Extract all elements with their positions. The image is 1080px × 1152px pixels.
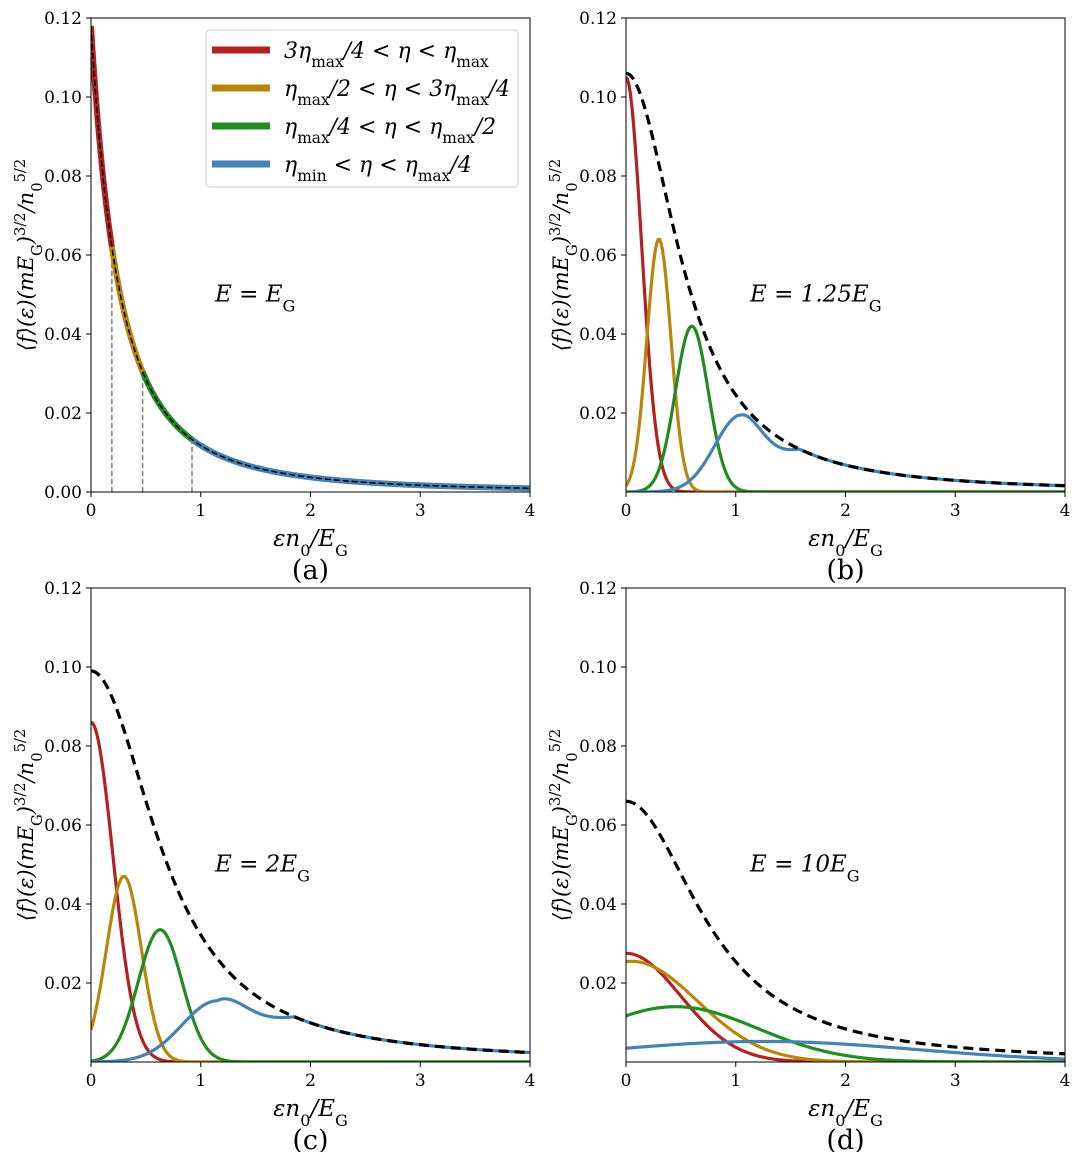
y-axis-label: ⟨f⟩(ε)(mEG)3/2/n05/2: [12, 729, 46, 921]
panel-label: (b): [826, 555, 864, 586]
panel-b: 0 1 2 3 4 0.02 0.04 0.06 0.08 0.10 0.12 εn0/EG ⟨f⟩(ε…: [547, 9, 1071, 586]
plot-area: [626, 799, 1065, 1062]
y-tick-label: 0.04: [44, 895, 82, 915]
panel-d: 0 1 2 3 4 0.02 0.04 0.06 0.08 0.10 0.12 εn0/EG ⟨f⟩(ε…: [547, 579, 1071, 1152]
y-tick-label: 0.12: [44, 9, 82, 29]
energy-annotation: E = 2EG: [214, 852, 310, 886]
y-tick-label: 0.12: [44, 579, 82, 599]
series-line-2: [626, 238, 1065, 492]
total-curve: [91, 669, 530, 1055]
legend-label: 3ηmax/4 < η < ηmax: [284, 39, 489, 71]
series-line-1: [91, 720, 530, 1062]
x-tick-label: 1: [195, 1071, 206, 1091]
x-tick-label: 3: [415, 1071, 426, 1091]
x-tick-label: 1: [730, 1071, 741, 1091]
x-tick-label: 0: [86, 501, 97, 521]
panel-c: 0 1 2 3 4 0.02 0.04 0.06 0.08 0.10 0.12 εn0/EG ⟨f⟩(ε…: [12, 579, 536, 1152]
panel-label: (d): [826, 1125, 864, 1152]
y-tick-label: 0.08: [579, 167, 617, 187]
y-tick-label: 0.08: [44, 167, 82, 187]
series-line-4: [626, 413, 1065, 492]
y-tick-label: 0.04: [44, 325, 82, 345]
y-tick-label: 0.08: [579, 737, 617, 757]
y-tick-label: 0.08: [44, 737, 82, 757]
x-tick-label: 2: [840, 501, 851, 521]
total-curve: [626, 71, 1065, 488]
x-tick-label: 2: [840, 1071, 851, 1091]
y-tick-label: 0.06: [44, 816, 82, 836]
plot-area: [626, 71, 1065, 492]
axes-frame: [625, 587, 1066, 1063]
energy-annotation: E = 1.25EG: [749, 282, 882, 316]
series-segment-1: [91, 25, 115, 248]
y-tick-label: 0.06: [579, 246, 617, 266]
series-segment-2: [108, 246, 146, 373]
series-line-2: [91, 874, 530, 1062]
y-tick-label: 0.06: [579, 816, 617, 836]
panel-a: 0 1 2 3 4 0.00 0.02 0.04 0.06 0.08 0.10 0.12 εn0/EG ⟨…: [12, 9, 536, 586]
y-tick-label: 0.02: [44, 974, 82, 994]
y-tick-label: 0.02: [579, 404, 617, 424]
x-tick-label: 3: [950, 501, 961, 521]
legend: 3ηmax/4 < η < ηmax ηmax/2 < η < 3ηmax/4 ηm…: [205, 29, 519, 188]
x-tick-label: 1: [730, 501, 741, 521]
y-tick-label: 0.02: [579, 974, 617, 994]
y-tick-label: 0.04: [579, 895, 617, 915]
x-tick-label: 1: [195, 501, 206, 521]
series-line-3: [91, 928, 530, 1062]
y-tick-label: 0.04: [579, 325, 617, 345]
total-curve: [626, 799, 1065, 1056]
x-axis-label: εn0/EG: [808, 526, 883, 560]
legend-label: ηmax/4 < η < ηmax/2: [284, 115, 496, 147]
y-tick-label: 0.10: [44, 88, 82, 108]
x-tick-label: 0: [621, 1071, 632, 1091]
plot-area: [91, 25, 530, 492]
energy-annotation: E = 10EG: [749, 852, 860, 886]
axes-frame: [625, 17, 1066, 493]
series-segment-3: [139, 370, 194, 442]
x-tick-label: 2: [305, 1071, 316, 1091]
panel-label: (a): [292, 555, 329, 586]
energy-annotation: E = EG: [214, 282, 295, 316]
y-tick-label: 0.10: [579, 658, 617, 678]
y-tick-label: 0.12: [579, 579, 617, 599]
total-curve: [91, 25, 530, 489]
series-line-3: [626, 324, 1065, 492]
y-tick-label: 0.00: [44, 483, 82, 503]
x-axis-label: εn0/EG: [273, 1096, 348, 1130]
y-tick-label: 0.02: [44, 404, 82, 424]
x-axis-label: εn0/EG: [273, 526, 348, 560]
series-line-4: [626, 1039, 1065, 1061]
legend-box: [205, 29, 519, 188]
x-tick-label: 0: [86, 1071, 97, 1091]
y-tick-label: 0.10: [44, 658, 82, 678]
x-axis-label: εn0/EG: [808, 1096, 883, 1130]
y-axis-label: ⟨f⟩(ε)(mEG)3/2/n05/2: [547, 729, 581, 921]
x-tick-label: 0: [621, 501, 632, 521]
x-tick-label: 4: [1060, 1071, 1071, 1091]
series-line-2: [626, 959, 1065, 1062]
legend-label: ηmax/2 < η < 3ηmax/4: [284, 77, 510, 109]
x-tick-label: 3: [415, 501, 426, 521]
axes-frame: [90, 587, 531, 1063]
y-axis-label: ⟨f⟩(ε)(mEG)3/2/n05/2: [547, 159, 581, 351]
x-tick-label: 3: [950, 1071, 961, 1091]
series-line-3: [626, 1005, 1065, 1062]
plot-area: [91, 669, 530, 1062]
y-tick-label: 0.10: [579, 88, 617, 108]
x-tick-label: 4: [525, 501, 536, 521]
y-tick-label: 0.12: [579, 9, 617, 29]
panel-label: (c): [292, 1125, 328, 1152]
x-tick-label: 4: [1060, 501, 1071, 521]
y-axis-label: ⟨f⟩(ε)(mEG)3/2/n05/2: [12, 159, 46, 351]
x-tick-label: 2: [305, 501, 316, 521]
legend-label: ηmin < η < ηmax/4: [284, 153, 472, 185]
y-tick-label: 0.06: [44, 246, 82, 266]
x-tick-label: 4: [525, 1071, 536, 1091]
series-segment-4: [190, 437, 530, 492]
